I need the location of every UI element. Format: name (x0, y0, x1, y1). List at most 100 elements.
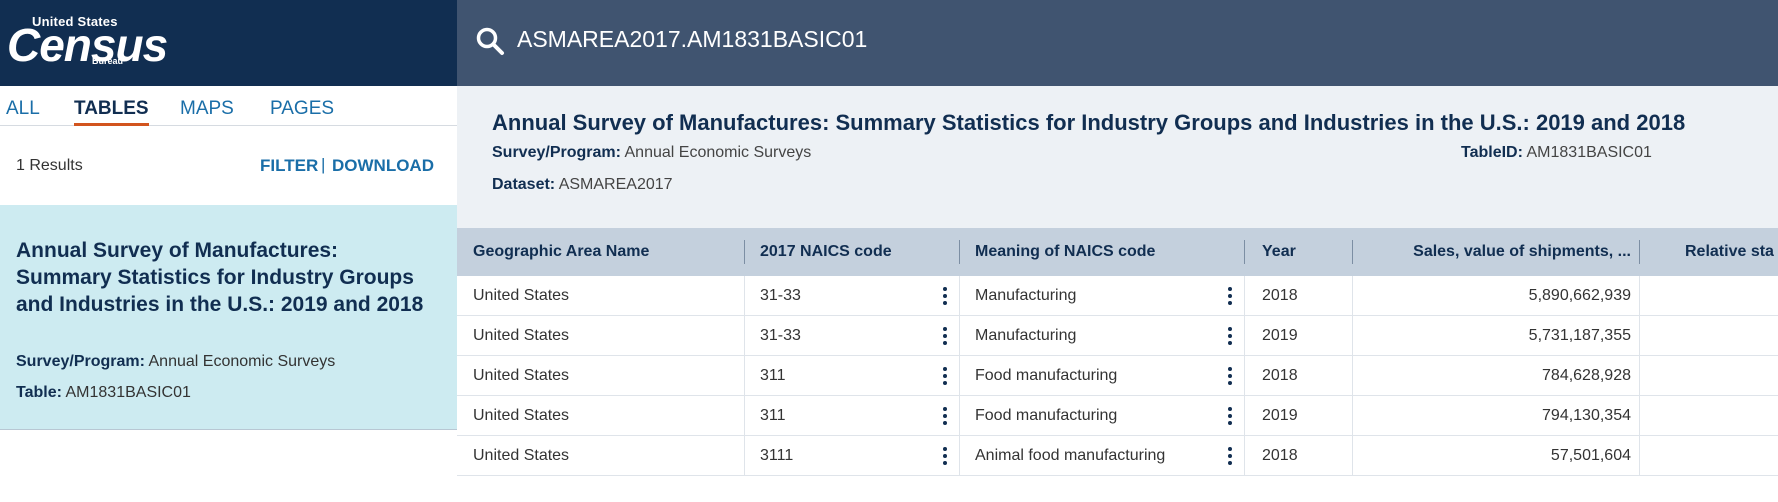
table-program: Survey/Program: Annual Economic Surveys (492, 144, 811, 162)
table-header-panel: Annual Survey of Manufactures: Summary S… (457, 86, 1778, 228)
cell-naics-code: 31-33 (760, 327, 801, 344)
more-options-icon[interactable] (942, 447, 948, 467)
cell-sales: 5,731,187,355 (1528, 327, 1631, 344)
column-header-year[interactable]: Year (1262, 243, 1296, 260)
table-program-label: Survey/Program: (492, 144, 621, 161)
cell-divider (959, 436, 960, 476)
cell-naics-code: 31-33 (760, 287, 801, 304)
cell-divider (744, 356, 745, 396)
search-input[interactable]: ASMAREA2017.AM1831BASIC01 (517, 26, 868, 52)
logo-line1: United States (32, 14, 118, 29)
table-row: United States 31-33 Manufacturing 2018 5… (457, 276, 1778, 316)
cell-divider (1352, 396, 1353, 436)
cell-divider (1244, 316, 1245, 356)
logo-bureau: Bureau (92, 56, 124, 66)
cell-naics-code: 3111 (760, 447, 794, 464)
table-program-value: Annual Economic Surveys (624, 144, 812, 161)
column-resize-handle[interactable] (959, 240, 960, 264)
result-program-value: Annual Economic Surveys (148, 353, 336, 370)
table-id: TableID: AM1831BASIC01 (1461, 144, 1652, 162)
cell-divider (1639, 396, 1640, 436)
cell-sales: 784,628,928 (1542, 367, 1631, 384)
cell-geo: United States (473, 327, 570, 344)
result-table-value: AM1831BASIC01 (65, 384, 191, 401)
cell-naics-meaning: Manufacturing (975, 287, 1077, 304)
more-options-icon[interactable] (1227, 327, 1233, 347)
cell-divider (1244, 396, 1245, 436)
grid-header-row: Geographic Area Name 2017 NAICS code Mea… (457, 228, 1778, 276)
cell-year: 2019 (1262, 327, 1298, 344)
cell-naics-meaning: Food manufacturing (975, 407, 1118, 424)
tab-tables[interactable]: TABLES (74, 98, 149, 126)
main-panel: ASMAREA2017.AM1831BASIC01 Annual Survey … (457, 0, 1778, 502)
search-icon[interactable] (475, 26, 505, 56)
search-result-card[interactable]: Annual Survey of Manufactures: Summary S… (0, 205, 457, 430)
more-options-icon[interactable] (1227, 367, 1233, 387)
more-options-icon[interactable] (942, 327, 948, 347)
table-id-value: AM1831BASIC01 (1526, 144, 1652, 161)
cell-divider (1352, 436, 1353, 476)
more-options-icon[interactable] (942, 287, 948, 307)
result-program: Survey/Program: Annual Economic Surveys (16, 353, 335, 371)
cell-year: 2018 (1262, 367, 1298, 384)
results-count: 1 Results (16, 157, 83, 174)
cell-divider (1244, 436, 1245, 476)
table-dataset-label: Dataset: (492, 176, 556, 193)
filter-link[interactable]: FILTER (260, 156, 319, 175)
cell-divider (1352, 356, 1353, 396)
cell-geo: United States (473, 287, 570, 304)
column-resize-handle[interactable] (744, 240, 745, 264)
cell-year: 2018 (1262, 447, 1298, 464)
result-program-label: Survey/Program: (16, 353, 145, 370)
table-row: United States 3111 Animal food manufactu… (457, 436, 1778, 476)
more-options-icon[interactable] (942, 407, 948, 427)
cell-divider (1639, 356, 1640, 396)
cell-geo: United States (473, 367, 570, 384)
download-link[interactable]: DOWNLOAD (332, 156, 434, 175)
cell-divider (1244, 276, 1245, 316)
cell-geo: United States (473, 447, 570, 464)
cell-divider (744, 276, 745, 316)
column-header-naics-code[interactable]: 2017 NAICS code (760, 243, 892, 260)
table-row: United States 31-33 Manufacturing 2019 5… (457, 316, 1778, 356)
tab-pages[interactable]: PAGES (270, 98, 335, 119)
cell-sales: 794,130,354 (1542, 407, 1631, 424)
sidebar: United States Census Bureau ALL TABLES M… (0, 0, 457, 502)
result-title[interactable]: Annual Survey of Manufactures: Summary S… (16, 239, 424, 316)
cell-year: 2018 (1262, 287, 1298, 304)
tab-maps[interactable]: MAPS (180, 98, 234, 119)
column-header-relative-std[interactable]: Relative sta (1685, 243, 1774, 260)
table-dataset-value: ASMAREA2017 (558, 176, 673, 193)
table-id-label: TableID: (1461, 144, 1523, 161)
cell-divider (1244, 356, 1245, 396)
cell-divider (959, 356, 960, 396)
search-bar[interactable]: ASMAREA2017.AM1831BASIC01 (457, 0, 1778, 86)
cell-naics-code: 311 (760, 367, 786, 384)
column-resize-handle[interactable] (1244, 240, 1245, 264)
cell-divider (744, 316, 745, 356)
census-logo[interactable]: United States Census Bureau (0, 0, 457, 86)
cell-divider (959, 276, 960, 316)
column-header-sales[interactable]: Sales, value of shipments, ... (1413, 243, 1631, 260)
more-options-icon[interactable] (942, 367, 948, 387)
cell-naics-meaning: Food manufacturing (975, 367, 1118, 384)
cell-sales: 57,501,604 (1550, 447, 1631, 464)
cell-divider (959, 396, 960, 436)
cell-sales: 5,890,662,939 (1528, 287, 1631, 304)
column-header-naics-meaning[interactable]: Meaning of NAICS code (975, 243, 1156, 260)
more-options-icon[interactable] (1227, 287, 1233, 307)
column-resize-handle[interactable] (1352, 240, 1353, 264)
cell-geo: United States (473, 407, 570, 424)
column-header-geo[interactable]: Geographic Area Name (473, 243, 650, 260)
cell-naics-meaning: Manufacturing (975, 327, 1077, 344)
result-table-label: Table: (16, 384, 62, 401)
cell-divider (1352, 316, 1353, 356)
table-row: United States 311 Food manufacturing 201… (457, 356, 1778, 396)
column-resize-handle[interactable] (1639, 240, 1640, 264)
more-options-icon[interactable] (1227, 447, 1233, 467)
cell-naics-meaning: Animal food manufacturing (975, 447, 1166, 464)
more-options-icon[interactable] (1227, 407, 1233, 427)
cell-divider (1639, 276, 1640, 316)
tab-all[interactable]: ALL (6, 98, 40, 119)
